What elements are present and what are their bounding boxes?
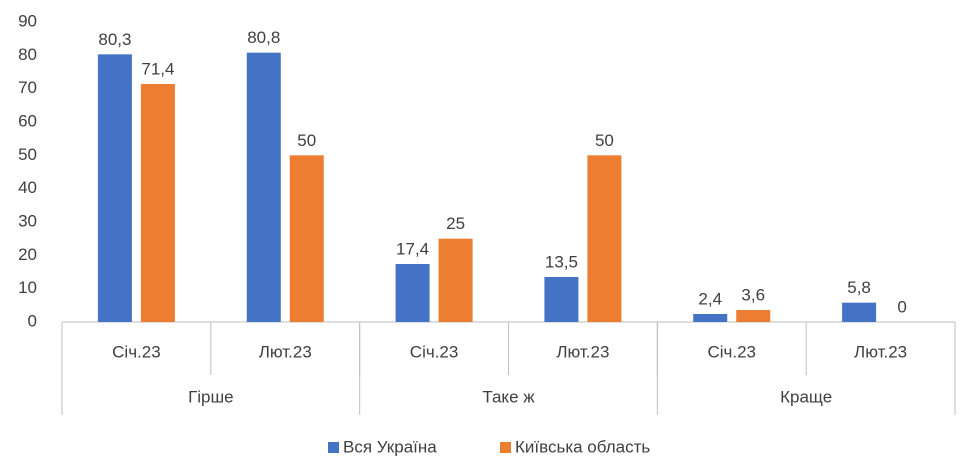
data-label: 3,6 xyxy=(741,285,765,304)
data-label: 13,5 xyxy=(545,252,578,271)
group-label: Краще xyxy=(780,387,832,406)
bar xyxy=(246,52,281,323)
y-tick-label: 60 xyxy=(18,111,37,130)
x-tick-label: Лют.23 xyxy=(259,342,312,361)
bar xyxy=(140,84,175,322)
legend-label: Київська область xyxy=(515,437,650,456)
bar xyxy=(544,277,579,322)
bar xyxy=(395,264,430,322)
legend-label: Вся Україна xyxy=(343,437,437,456)
data-label: 80,8 xyxy=(247,28,280,47)
group-label: Таке ж xyxy=(482,387,535,406)
data-label: 80,3 xyxy=(98,30,131,49)
group-label: Гірше xyxy=(188,387,234,406)
bar xyxy=(587,155,622,322)
bar xyxy=(736,310,771,322)
data-label: 71,4 xyxy=(141,59,174,78)
x-tick-label: Лют.23 xyxy=(854,342,907,361)
y-tick-label: 30 xyxy=(18,211,37,230)
bar xyxy=(97,54,132,322)
y-tick-label: 40 xyxy=(18,178,37,197)
x-tick-label: Січ.23 xyxy=(707,342,756,361)
data-label: 25 xyxy=(446,214,465,233)
y-tick-label: 10 xyxy=(18,278,37,297)
data-label: 17,4 xyxy=(396,239,429,258)
bar xyxy=(438,238,473,322)
data-label: 0 xyxy=(897,297,906,316)
bar xyxy=(289,155,324,322)
y-tick-label: 0 xyxy=(28,311,37,330)
y-tick-label: 70 xyxy=(18,78,37,97)
y-tick-label: 90 xyxy=(18,11,37,30)
x-tick-label: Січ.23 xyxy=(112,342,161,361)
bar xyxy=(842,302,877,322)
x-tick-label: Січ.23 xyxy=(410,342,459,361)
y-tick-label: 80 xyxy=(18,45,37,64)
y-tick-label: 20 xyxy=(18,245,37,264)
data-label: 5,8 xyxy=(847,278,871,297)
bar xyxy=(693,314,728,322)
legend-swatch xyxy=(500,442,511,453)
y-tick-label: 50 xyxy=(18,145,37,164)
data-label: 50 xyxy=(297,131,316,150)
x-tick-label: Лют.23 xyxy=(556,342,609,361)
data-label: 50 xyxy=(595,131,614,150)
data-label: 2,4 xyxy=(698,289,722,308)
legend-swatch xyxy=(328,442,339,453)
